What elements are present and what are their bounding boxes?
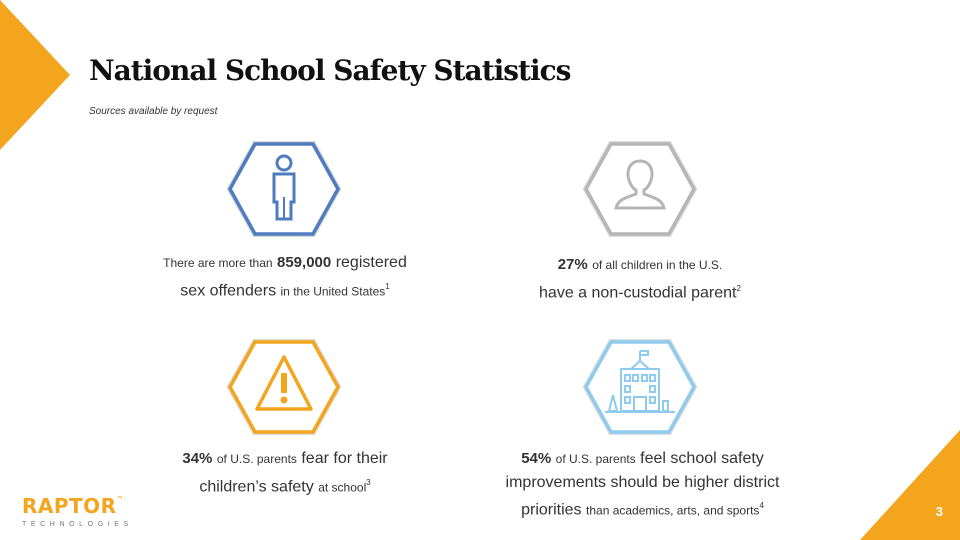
- stat-text: in the United States: [280, 284, 386, 299]
- stat-text: improvements should be higher district: [505, 474, 780, 491]
- stat-text: of all children in the U.S.: [592, 258, 723, 272]
- stat-sex-offenders: There are more than 859,000 registered s…: [120, 251, 450, 303]
- logo-tagline: TECHNOLOGIES: [22, 521, 133, 528]
- stat-text: at school: [318, 480, 367, 495]
- warning-icon: [227, 339, 341, 435]
- stat-safety-priorities: 54% of U.S. parents feel school safety i…: [460, 447, 825, 522]
- stat-text: have a non-custodial parent: [539, 284, 737, 302]
- stat-text: sex offenders: [180, 282, 277, 300]
- page-subtitle: Sources available by request: [89, 106, 218, 117]
- stat-text: There are more than: [163, 256, 273, 270]
- logo-wordmark: RAPTOR: [22, 494, 117, 518]
- footnote-marker: 1: [385, 282, 390, 291]
- stat-number: 54%: [521, 450, 552, 467]
- stat-number: 27%: [557, 256, 588, 273]
- page-title: National School Safety Statistics: [89, 54, 571, 87]
- stat-number: 859,000: [277, 254, 332, 271]
- footnote-marker: 4: [759, 501, 764, 510]
- corner-accent-top-left: [0, 0, 70, 150]
- stat-text: of U.S. parents: [555, 452, 636, 466]
- logo-trademark: ™: [116, 496, 123, 502]
- stat-text: feel school safety: [640, 450, 764, 467]
- corner-accent-bottom-right: [860, 430, 960, 540]
- stat-number: 34%: [182, 450, 213, 467]
- school-building-icon: [583, 339, 697, 435]
- stat-parents-fear: 34% of U.S. parents fear for their child…: [135, 447, 435, 499]
- raptor-logo: RAPTOR™ TECHNOLOGIES: [22, 496, 152, 532]
- stat-text: than academics, arts, and sports: [586, 503, 760, 518]
- stat-text: registered: [335, 254, 407, 271]
- stat-text: of U.S. parents: [216, 452, 297, 466]
- stat-text: children’s safety: [199, 478, 314, 496]
- footnote-marker: 3: [366, 478, 371, 487]
- page-number: 3: [935, 504, 943, 519]
- stat-text: fear for their: [301, 450, 388, 467]
- person-icon: [227, 141, 341, 237]
- stat-text: priorities: [521, 501, 582, 519]
- user-silhouette-icon: [583, 141, 697, 237]
- footnote-marker: 2: [736, 284, 741, 293]
- stat-non-custodial-parent: 27% of all children in the U.S. have a n…: [490, 253, 790, 304]
